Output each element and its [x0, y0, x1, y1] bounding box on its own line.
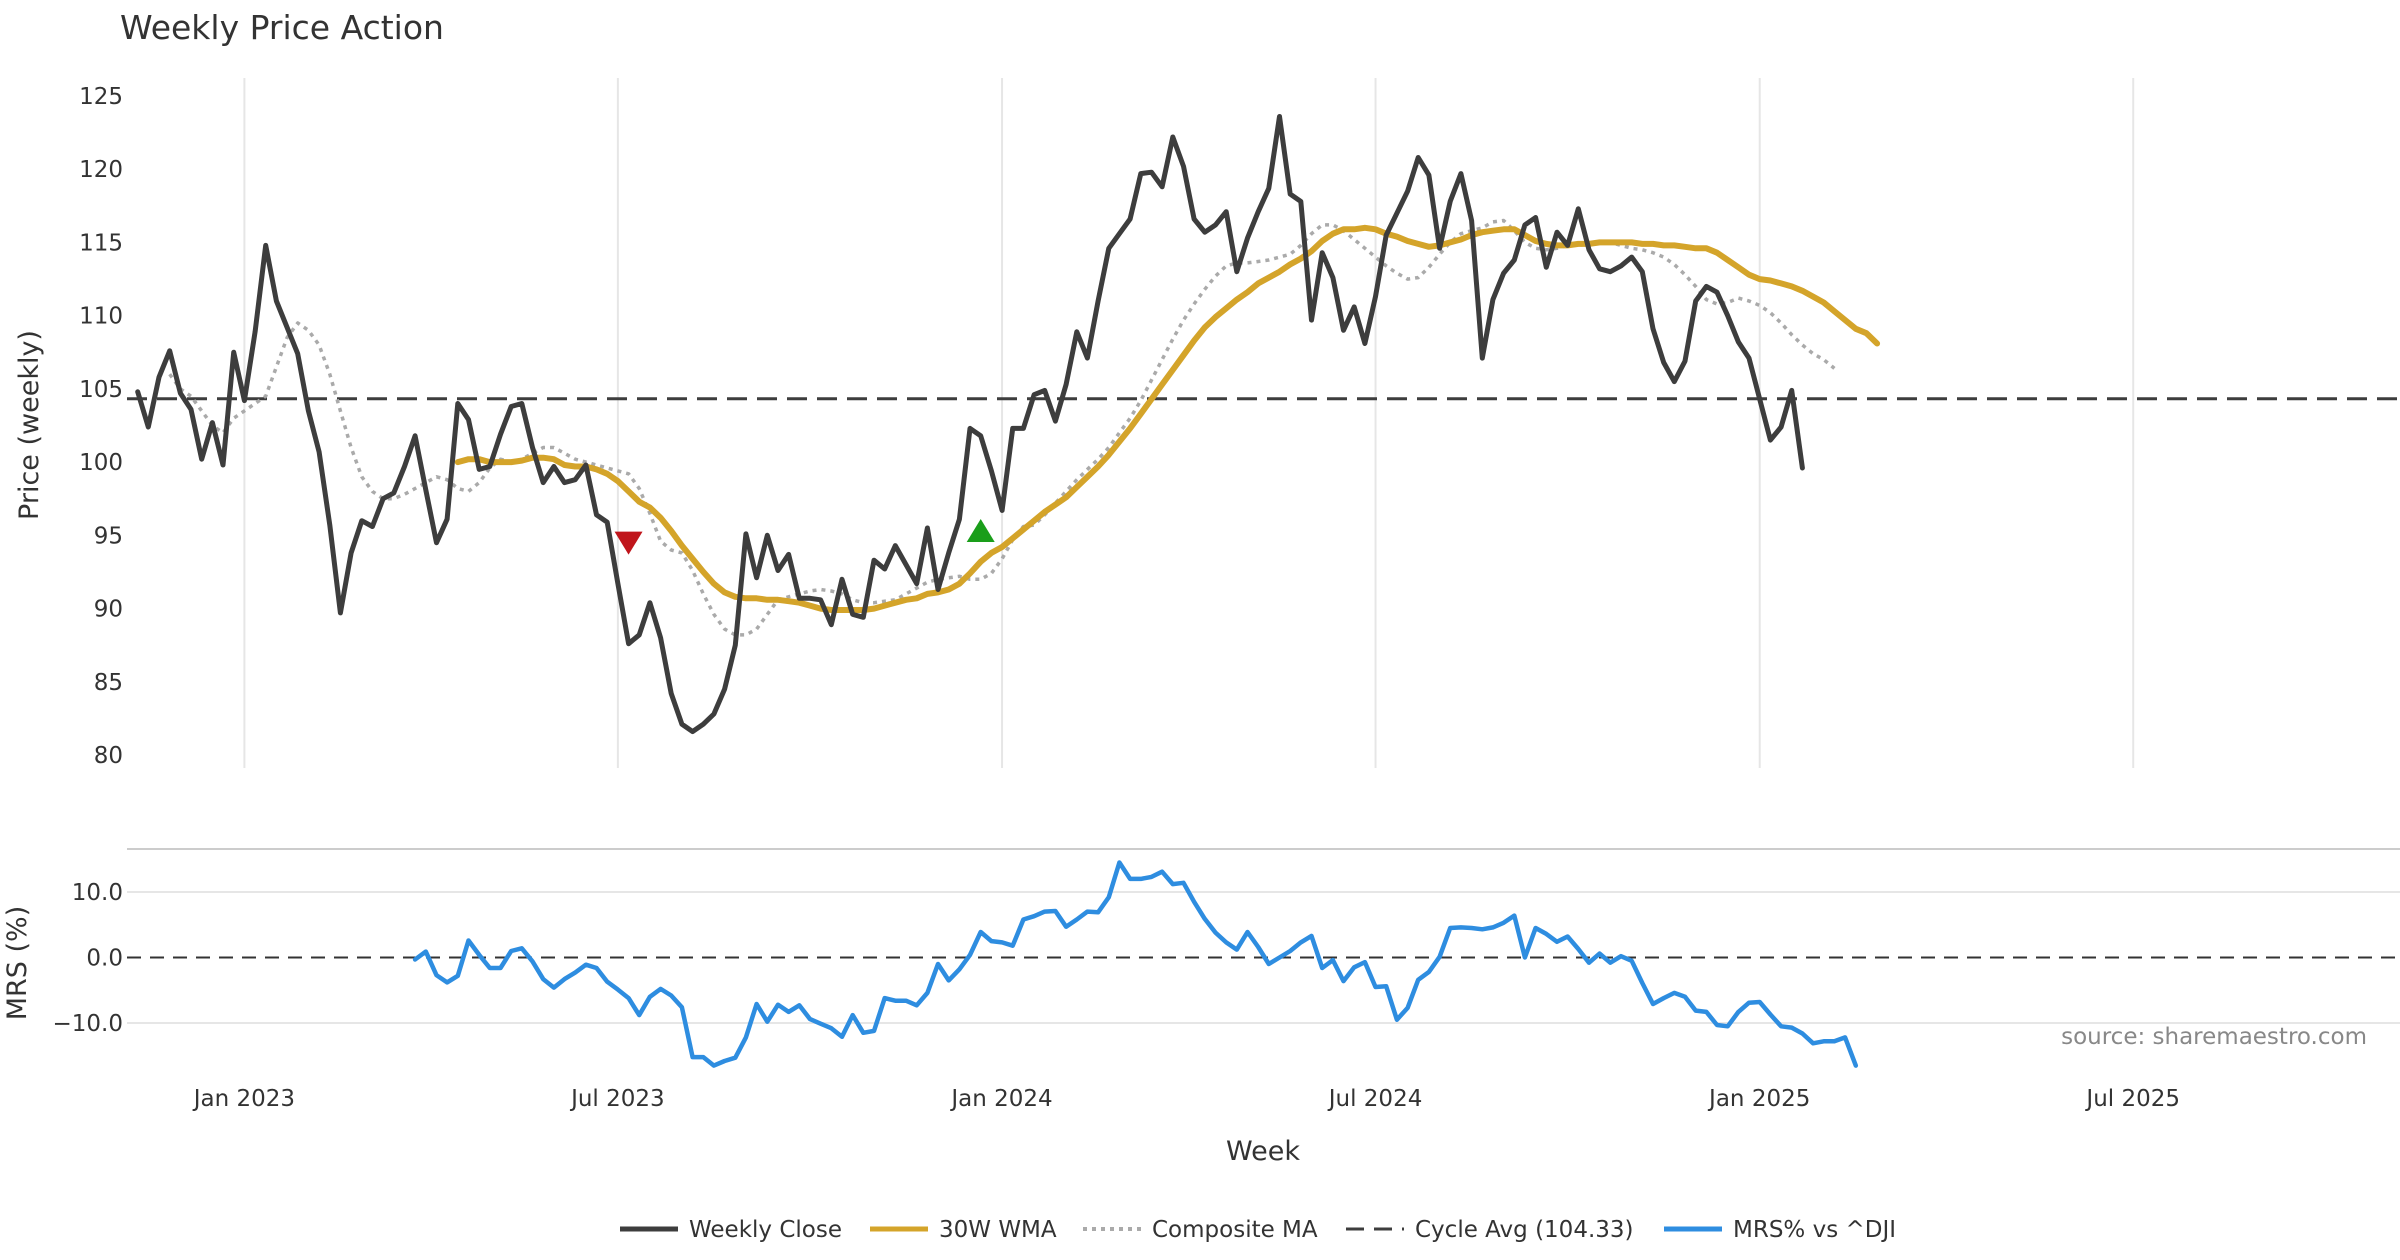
mrs-panel: −10.0 0.0 10.0 MRS (%) source: sharemaestr… — [2, 860, 2400, 1068]
mrs-gridlines — [127, 891, 2400, 1024]
price-y-tick-label: 95 — [94, 523, 123, 549]
source-label: source: sharemaestro.com — [2061, 1024, 2367, 1050]
legend-entry: Composite MA — [1083, 1217, 1318, 1243]
x-tick-label: Jul 2025 — [2084, 1086, 2180, 1112]
x-axis-label: Week — [1226, 1136, 1300, 1167]
legend-label: MRS% vs ^DJI — [1733, 1217, 1896, 1243]
x-tick-label: Jan 2023 — [192, 1086, 295, 1112]
mrs-y-tick-label: 0.0 — [86, 946, 123, 972]
price-y-tick-label: 115 — [79, 230, 123, 256]
legend-label: Composite MA — [1152, 1217, 1318, 1243]
price-y-axis-label: Price (weekly) — [14, 330, 45, 520]
signal-markers — [614, 518, 995, 555]
mrs-y-tick-labels: −10.0 0.0 10.0 — [53, 880, 123, 1037]
price-y-tick-label: 110 — [79, 304, 123, 330]
price-gridlines — [243, 78, 2135, 768]
price-y-tick-label: 90 — [94, 597, 123, 623]
price-y-tick-labels: 80 85 90 95 100 105 110 115 120 125 — [79, 84, 123, 769]
price-panel: 80 85 90 95 100 105 110 115 120 125 Price (weekly… — [14, 78, 2400, 769]
price-y-tick-label: 80 — [94, 743, 123, 769]
legend-entry: Weekly Close — [620, 1217, 842, 1243]
x-tick-label: Jan 2025 — [1707, 1086, 1810, 1112]
price-series-group — [135, 114, 1881, 735]
legend: Weekly Close 30W WMA Composite MA Cycle Avg… — [620, 1217, 1896, 1243]
series-30w-wma — [454, 224, 1881, 613]
mrs-y-tick-label: −10.0 — [53, 1011, 123, 1037]
x-tick-labels: Jan 2023 Jul 2023 Jan 2024 Jul 2024 Jan 2025… — [192, 1086, 2180, 1112]
series-mrs-vs-dji — [412, 860, 1859, 1068]
legend-label: Weekly Close — [689, 1217, 842, 1243]
legend-label: 30W WMA — [939, 1217, 1057, 1243]
mrs-y-axis-label: MRS (%) — [2, 906, 33, 1021]
price-y-tick-label: 100 — [79, 450, 123, 476]
sell-signal-marker — [614, 531, 643, 555]
x-tick-label: Jan 2024 — [949, 1086, 1052, 1112]
series-weekly-close — [135, 114, 1805, 735]
mrs-series-group — [412, 860, 1859, 1068]
price-y-tick-label: 125 — [79, 84, 123, 110]
legend-entry: MRS% vs ^DJI — [1664, 1217, 1896, 1243]
legend-entry: 30W WMA — [870, 1217, 1057, 1243]
x-tick-label: Jul 2023 — [569, 1086, 665, 1112]
price-y-tick-label: 120 — [79, 157, 123, 183]
legend-label: Cycle Avg (104.33) — [1415, 1217, 1634, 1243]
buy-signal-marker — [966, 518, 995, 542]
price-y-tick-label: 85 — [94, 670, 123, 696]
chart-title: Weekly Price Action — [120, 8, 444, 47]
mrs-y-tick-label: 10.0 — [72, 880, 123, 906]
legend-entry: Cycle Avg (104.33) — [1346, 1217, 1634, 1243]
x-tick-label: Jul 2024 — [1327, 1086, 1423, 1112]
price-y-tick-label: 105 — [79, 377, 123, 403]
